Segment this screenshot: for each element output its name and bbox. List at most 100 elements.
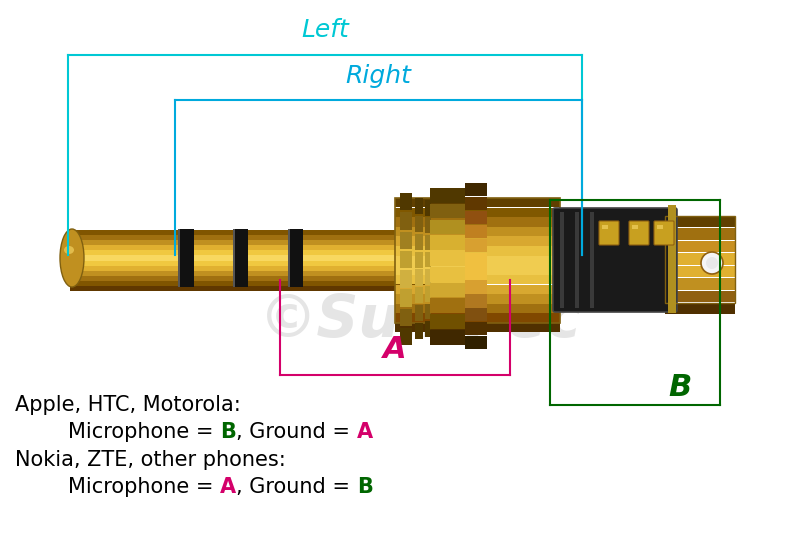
- Ellipse shape: [706, 257, 718, 269]
- Bar: [665, 303, 735, 315]
- Bar: [465, 294, 487, 308]
- Text: ©Sun-Pec: ©Sun-Pec: [258, 292, 582, 349]
- Bar: [465, 280, 487, 294]
- Bar: [70, 286, 435, 291]
- Bar: [70, 281, 435, 286]
- FancyBboxPatch shape: [599, 221, 619, 245]
- Bar: [465, 197, 487, 210]
- Bar: [430, 251, 465, 266]
- Text: A: A: [220, 477, 236, 497]
- Bar: [430, 235, 465, 250]
- Bar: [70, 230, 435, 235]
- Bar: [395, 256, 560, 265]
- Bar: [288, 229, 290, 287]
- Bar: [415, 234, 423, 250]
- Bar: [415, 252, 423, 268]
- Ellipse shape: [701, 252, 723, 274]
- Bar: [233, 229, 235, 287]
- Bar: [70, 261, 435, 266]
- Text: A: A: [357, 422, 373, 442]
- Bar: [400, 328, 412, 345]
- Bar: [178, 229, 180, 287]
- Bar: [395, 285, 560, 294]
- Bar: [395, 198, 560, 323]
- Bar: [395, 217, 560, 226]
- Bar: [430, 314, 465, 329]
- Bar: [430, 330, 465, 345]
- Bar: [465, 336, 487, 349]
- Bar: [665, 229, 735, 240]
- Bar: [575, 212, 579, 308]
- Bar: [415, 216, 423, 232]
- Text: Right: Right: [345, 64, 411, 88]
- Bar: [602, 225, 608, 229]
- Bar: [400, 193, 412, 210]
- Bar: [70, 250, 435, 256]
- Bar: [425, 200, 431, 216]
- Bar: [70, 271, 435, 276]
- Bar: [415, 270, 423, 286]
- Bar: [430, 299, 465, 313]
- Bar: [395, 208, 560, 217]
- Bar: [590, 212, 594, 308]
- Bar: [415, 323, 423, 339]
- Bar: [395, 294, 560, 304]
- Text: , Ground =: , Ground =: [236, 422, 357, 442]
- Bar: [70, 265, 435, 271]
- Text: A: A: [383, 335, 407, 365]
- Bar: [400, 270, 412, 287]
- Bar: [178, 229, 194, 287]
- Bar: [665, 241, 735, 252]
- Text: Microphone =: Microphone =: [15, 477, 220, 497]
- Bar: [288, 229, 303, 287]
- Text: Nokia, ZTE, other phones:: Nokia, ZTE, other phones:: [15, 450, 286, 470]
- Bar: [395, 198, 560, 207]
- Bar: [665, 216, 735, 303]
- Bar: [665, 253, 735, 265]
- Text: B: B: [357, 477, 373, 497]
- Bar: [415, 198, 423, 214]
- Text: Apple, HTC, Motorola:: Apple, HTC, Motorola:: [15, 395, 241, 415]
- Bar: [430, 219, 465, 234]
- Bar: [425, 304, 431, 319]
- Bar: [430, 204, 465, 218]
- Bar: [415, 287, 423, 303]
- Bar: [395, 237, 560, 246]
- FancyBboxPatch shape: [654, 221, 674, 245]
- Bar: [70, 276, 435, 281]
- Bar: [668, 205, 676, 313]
- Bar: [560, 212, 564, 308]
- Bar: [425, 217, 431, 233]
- Bar: [400, 232, 412, 249]
- Bar: [425, 252, 431, 268]
- Bar: [425, 286, 431, 302]
- Bar: [70, 240, 435, 245]
- Bar: [70, 255, 435, 261]
- Bar: [70, 245, 435, 250]
- Bar: [665, 290, 735, 302]
- Bar: [465, 239, 487, 252]
- Bar: [395, 304, 560, 313]
- Bar: [632, 225, 638, 229]
- Text: Left: Left: [301, 18, 349, 42]
- Ellipse shape: [60, 229, 84, 287]
- Bar: [400, 289, 412, 307]
- Bar: [465, 308, 487, 321]
- Text: , Ground =: , Ground =: [236, 477, 357, 497]
- Bar: [465, 183, 487, 197]
- FancyBboxPatch shape: [553, 208, 677, 312]
- Bar: [395, 227, 560, 236]
- Bar: [400, 251, 412, 268]
- Bar: [233, 229, 248, 287]
- Text: Microphone =: Microphone =: [15, 422, 220, 442]
- Bar: [395, 275, 560, 284]
- Bar: [430, 188, 465, 203]
- Bar: [395, 313, 560, 323]
- Bar: [400, 213, 412, 230]
- Bar: [425, 321, 431, 336]
- Bar: [425, 269, 431, 285]
- Bar: [465, 211, 487, 224]
- Bar: [400, 309, 412, 326]
- Bar: [657, 225, 663, 229]
- Ellipse shape: [64, 246, 74, 254]
